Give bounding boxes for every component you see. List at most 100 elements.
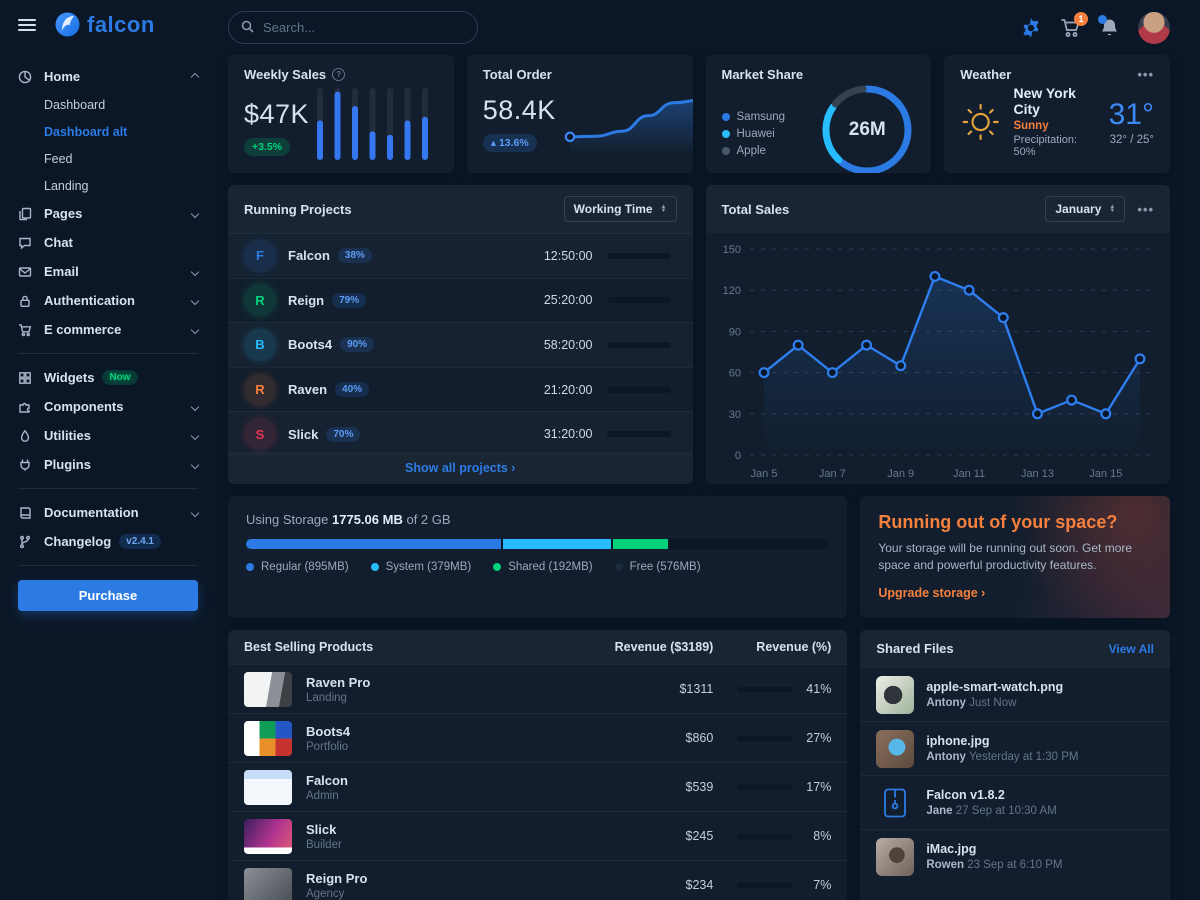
legend-dot [370,563,379,571]
running-projects-title: Running Projects [244,201,352,217]
brand-logo[interactable]: falcon [54,11,155,38]
sidebar: falcon Home Dashboard Dashboard alt Feed… [0,0,216,900]
product-name-link[interactable]: Reign Pro [306,870,368,886]
view-all-link[interactable]: View All [1108,641,1154,656]
file-name-link[interactable]: iMac.jpg [926,842,977,856]
file-name-link[interactable]: apple-smart-watch.png [926,680,1064,694]
file-item: iMac.jpg Rowen 23 Sep at 6:10 PM [860,829,1170,883]
donut-chart-svg [822,85,912,173]
sidebar-item-ecommerce[interactable]: E commerce [18,315,200,344]
purchase-button[interactable]: Purchase [18,580,198,611]
user-avatar[interactable] [1138,11,1170,44]
product-revenue-bar [737,882,794,888]
topbar: 1 [216,0,1200,55]
running-projects-card: Running Projects Working Time ▲ ▼ F Falco… [228,185,693,484]
y-tick-label: 0 [734,450,740,462]
project-row: R Raven 40% 21:20:00 [228,366,693,412]
project-row: F Falcon 38% 12:50:00 [228,233,693,278]
sidebar-item-chat[interactable]: Chat [18,228,198,257]
product-name-link[interactable]: Boots4 [306,723,351,739]
donut-segment-apple [822,85,912,173]
y-tick-label: 30 [728,409,740,421]
project-name-link[interactable]: Reign [288,292,325,308]
sidebar-item-dashboard-alt[interactable]: Dashboard alt [44,124,128,139]
project-avatar: S [244,418,276,451]
info-icon[interactable]: ? [332,68,346,81]
product-category-link[interactable]: Admin [306,789,339,802]
file-name-link[interactable]: Falcon v1.8.2 [926,788,1005,802]
envelope-icon [18,265,34,279]
weather-menu-icon[interactable]: ••• [1137,67,1154,82]
project-progress-bar [606,297,671,304]
best-selling-card: Best Selling Products Revenue ($3189) Re… [228,630,848,900]
product-name-link[interactable]: Falcon [306,772,348,788]
project-name-link[interactable]: Raven [288,382,328,398]
sales-point-marker [997,312,1009,324]
total-order-card: Total Order 58.4K ▴ 13.6% [466,55,693,173]
file-thumbnail [876,675,915,714]
sidebar-item-documentation[interactable]: Documentation [18,498,200,527]
product-category-link[interactable]: Landing [306,691,347,704]
show-all-projects-link[interactable]: Show all projects › [228,452,693,484]
bar [369,131,376,160]
product-row: Raven Pro Landing $1311 41% [228,664,848,713]
file-name-link[interactable]: iphone.jpg [926,734,990,748]
sidebar-item-widgets[interactable]: Widgets Now [18,363,198,392]
chevron-down-icon [190,402,200,411]
file-item: Falcon v1.8.2 Jane 27 Sep at 10:30 AM [860,775,1170,829]
product-row: Slick Builder $245 8% [228,811,848,860]
market-share-title: Market Share [721,67,804,82]
sort-arrows-icon: ▲ ▼ [1109,204,1116,214]
weekly-sales-badge: +3.5% [244,138,291,156]
product-name-link[interactable]: Slick [306,821,337,837]
upgrade-storage-card: Running out of your space? Your storage … [860,496,1170,618]
project-time: 21:20:00 [543,382,593,397]
y-tick-label: 60 [728,368,740,380]
product-revenue-pct: 7% [813,878,832,892]
sidebar-item-changelog[interactable]: Changelog v2.4.1 [18,527,198,556]
x-tick-label: Jan 15 [1089,468,1122,480]
total-sales-menu-icon[interactable]: ••• [1137,201,1154,217]
legend-dot [721,113,730,121]
total-sales-card: Total Sales January ▲ ▼ ••• 0 30 60 90 120 150… [705,185,1170,484]
chevron-down-icon [190,325,200,334]
sidebar-item-utilities[interactable]: Utilities [18,421,200,450]
legend-item-apple: Apple [721,145,786,157]
cart-topbar-icon[interactable]: 1 [1060,11,1088,38]
product-category-link[interactable]: Builder [306,838,342,851]
chevron-down-icon [190,431,200,440]
project-progress-bar [606,341,671,348]
project-name-link[interactable]: Boots4 [288,337,333,353]
product-name-link[interactable]: Raven Pro [306,674,371,690]
search-input[interactable] [228,11,478,44]
project-name-link[interactable]: Falcon [288,248,330,264]
divider [18,353,198,354]
upgrade-storage-link[interactable]: Upgrade storage › [878,585,986,600]
project-list: F Falcon 38% 12:50:00 R Reign 79% 25:20:… [228,233,693,456]
line-path [568,99,693,139]
sidebar-item-feed[interactable]: Feed [44,151,73,166]
sidebar-item-authentication[interactable]: Authentication [18,286,200,315]
sidebar-item-dashboard[interactable]: Dashboard [44,97,106,112]
storage-legend-item: System (379MB) [370,561,471,573]
sidebar-item-components[interactable]: Components [18,392,200,421]
product-category-link[interactable]: Portfolio [306,740,349,753]
sidebar-item-home[interactable]: Home [18,62,200,91]
file-user: Antony [926,697,966,709]
sidebar-item-plugins[interactable]: Plugins [18,450,200,479]
sidebar-item-email[interactable]: Email [18,257,200,286]
weather-card: Weather ••• New York City Sunny Precipita… [944,55,1170,173]
project-name-link[interactable]: Slick [288,426,319,442]
working-time-select[interactable]: Working Time ▲ ▼ [563,196,677,222]
shared-files-title: Shared Files [876,641,954,656]
notifications-bell-icon[interactable] [1098,14,1119,38]
chat-icon [18,236,34,250]
product-category-link[interactable]: Agency [306,887,345,900]
hamburger-menu-icon[interactable] [18,12,40,38]
project-avatar: R [244,284,276,317]
sidebar-item-pages[interactable]: Pages [18,199,200,228]
sidebar-item-landing[interactable]: Landing [44,178,89,193]
revenue-pct-column-header: Revenue (%) [756,640,832,654]
settings-gear-icon[interactable] [1021,17,1041,38]
month-select[interactable]: January ▲ ▼ [1045,196,1126,222]
